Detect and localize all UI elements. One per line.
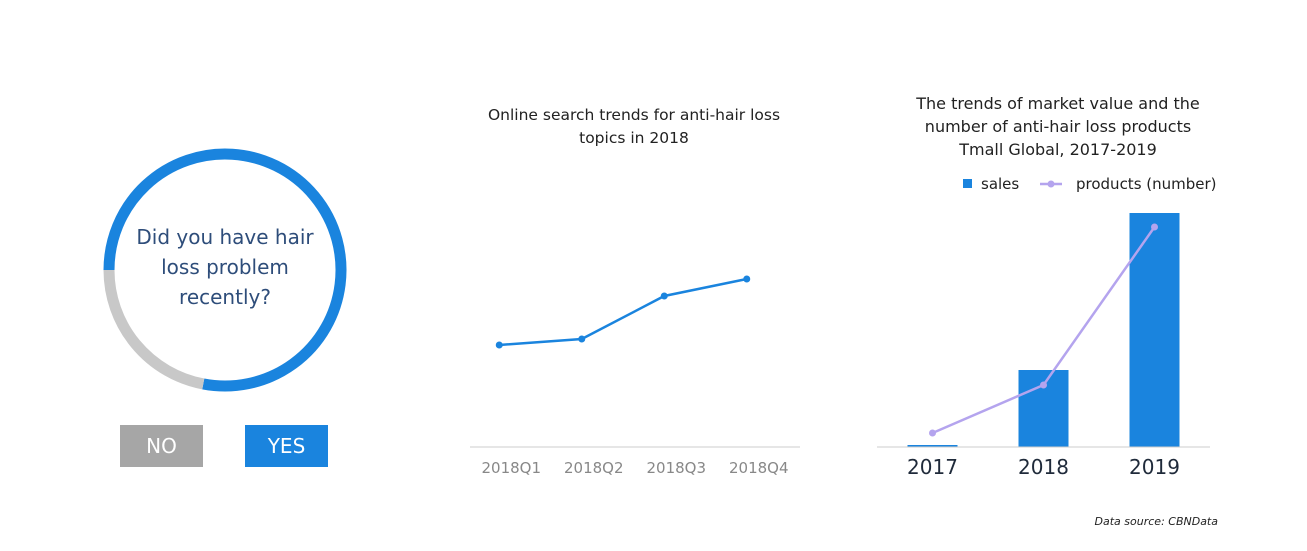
x-tick-label: 2018Q4 bbox=[729, 459, 789, 477]
x-tick-label: 2018Q1 bbox=[481, 459, 541, 477]
trend-point bbox=[495, 341, 503, 349]
answer-button[interactable] bbox=[245, 425, 328, 467]
products-point bbox=[1151, 223, 1158, 231]
combo-chart-title: The trends of market value and the numbe… bbox=[916, 94, 1200, 159]
legend-dot bbox=[1047, 180, 1055, 188]
answer-button-label[interactable]: NO bbox=[146, 434, 177, 458]
legend-label: sales bbox=[981, 175, 1019, 193]
answer-button[interactable] bbox=[120, 425, 203, 467]
line-chart-title: Online search trends for anti-hair loss … bbox=[487, 106, 781, 147]
legend-label: products (number) bbox=[1076, 175, 1217, 193]
x-tick-label: 2017 bbox=[907, 455, 958, 479]
trend-line bbox=[499, 277, 748, 347]
sales-bar bbox=[1129, 213, 1180, 447]
products-point bbox=[929, 429, 936, 437]
donut-question: Did you have hair loss problem recently? bbox=[136, 225, 314, 309]
x-tick-label: 2018 bbox=[1018, 455, 1069, 479]
donut-segment bbox=[103, 269, 205, 390]
source-note: Data source: CBNData bbox=[1094, 515, 1218, 528]
trend-point bbox=[660, 292, 668, 300]
products-point bbox=[1040, 381, 1047, 389]
trend-point bbox=[578, 335, 586, 343]
sales-bar bbox=[907, 445, 958, 447]
x-tick-label: 2019 bbox=[1129, 455, 1180, 479]
x-tick-label: 2018Q2 bbox=[564, 459, 624, 477]
trend-point bbox=[743, 275, 751, 283]
x-tick-label: 2018Q3 bbox=[646, 459, 706, 477]
legend-swatch bbox=[963, 179, 972, 188]
answer-button-label[interactable]: YES bbox=[267, 434, 306, 458]
donut-segment bbox=[103, 148, 347, 392]
